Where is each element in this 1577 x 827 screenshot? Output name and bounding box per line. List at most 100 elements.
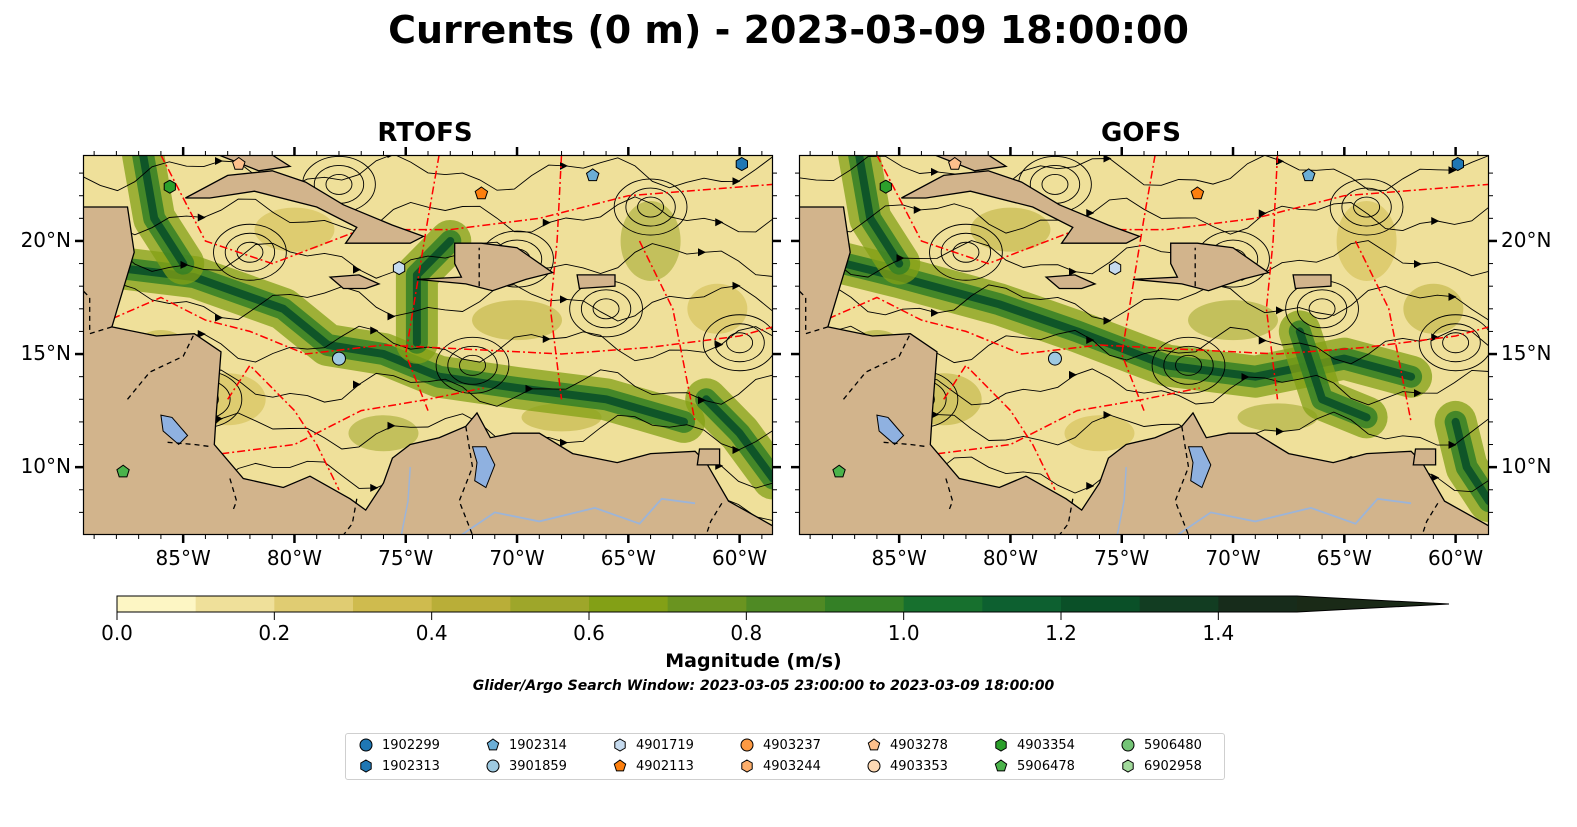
legend-item: 1902314	[485, 737, 567, 753]
float-marker	[232, 156, 246, 170]
legend-item: 4903237	[739, 737, 821, 753]
current-patch	[254, 207, 335, 252]
colorbar-segment	[1139, 596, 1219, 612]
country-border	[883, 441, 929, 448]
eddy-streamline	[1442, 332, 1470, 354]
colorbar-segment	[746, 596, 826, 612]
streamline-arrow	[1086, 335, 1095, 344]
legend-marker-icon	[613, 759, 627, 772]
land	[1044, 274, 1097, 290]
country-border	[126, 333, 195, 400]
lake	[160, 414, 189, 446]
colorbar-tick-label: 1.4	[1202, 621, 1235, 645]
streamline-arrow	[542, 218, 551, 227]
colorbar-tick-label: 1.0	[887, 621, 920, 645]
eddy-streamline	[613, 178, 688, 236]
legend-marker	[613, 759, 627, 772]
streamline-arrow	[215, 313, 223, 322]
colorbar-segment	[667, 596, 747, 612]
float-marker	[474, 186, 489, 200]
streamline-arrow	[1258, 336, 1267, 345]
lake	[1187, 446, 1212, 489]
float-marker	[331, 351, 346, 366]
streamline-arrow	[353, 265, 361, 274]
lon-tick-label: 75°W	[378, 546, 434, 570]
colorbar-extend-arrow	[1297, 596, 1449, 612]
eddy-streamline	[1163, 345, 1214, 385]
legend-item: 5906478	[993, 758, 1075, 774]
eddy-streamline	[625, 187, 676, 227]
legend-item: 3901859	[485, 758, 567, 774]
float-marker	[832, 464, 846, 478]
eez-boundary	[1120, 155, 1156, 411]
current-patch	[1403, 283, 1464, 334]
colorbar-segment	[431, 596, 511, 612]
legend-marker-icon	[360, 759, 372, 773]
eez-boundary	[205, 387, 484, 457]
map-layer	[83, 155, 773, 535]
colorbar-tick-label: 0.2	[258, 621, 291, 645]
legend-marker	[359, 738, 373, 752]
streamline-arrow	[1276, 306, 1284, 315]
eez-boundary	[943, 364, 1056, 491]
land	[576, 274, 616, 290]
legend-label: 4903237	[763, 737, 821, 753]
eddy-streamline	[1430, 323, 1481, 363]
eez-boundary	[921, 387, 1200, 457]
legend-marker-icon	[486, 738, 500, 751]
current-jet-core	[412, 237, 455, 347]
legend-label: 4903244	[763, 758, 821, 774]
streamline-arrow	[1241, 372, 1250, 381]
streamline	[83, 241, 773, 279]
streamline-arrow	[1258, 209, 1267, 218]
eddy-streamline	[213, 223, 287, 281]
float-marker	[1190, 186, 1205, 200]
streamline-arrow	[542, 334, 551, 343]
lat-tick-label: 15°N	[20, 341, 71, 366]
float-marker	[1047, 351, 1062, 366]
streamline-arrow	[1448, 440, 1457, 449]
current-jet-core	[139, 155, 188, 268]
land	[416, 242, 555, 292]
eddy-streamline	[435, 336, 510, 394]
eddy-streamline	[1175, 354, 1202, 376]
streamline-arrow	[1448, 166, 1457, 175]
legend-marker	[867, 738, 881, 751]
streamline-arrow	[1069, 370, 1077, 379]
legend-marker	[994, 759, 1008, 772]
colorbar-segment	[195, 596, 275, 612]
colorbar-segment	[510, 596, 590, 612]
colorbar-outline	[116, 595, 1450, 613]
eez-boundary	[404, 155, 440, 411]
eddy-streamline	[1329, 178, 1404, 236]
colorbar-segment	[982, 596, 1062, 612]
streamline-arrow	[1069, 267, 1077, 276]
legend-label: 4902113	[636, 758, 694, 774]
streamline-arrow	[715, 218, 724, 227]
lon-tick-label: 70°W	[1205, 546, 1261, 570]
current-patch	[1188, 300, 1279, 341]
eez-boundary	[1354, 240, 1412, 423]
country-border	[945, 478, 954, 513]
legend-label: 1902299	[382, 737, 440, 753]
lon-tick-label: 85°W	[871, 546, 927, 570]
legend-label: 1902313	[382, 758, 440, 774]
streamline-arrow	[1431, 473, 1440, 482]
lat-tick-label: 20°N	[1501, 227, 1552, 252]
streamline-arrow	[197, 330, 206, 339]
lon-tick-label: 60°W	[1427, 546, 1484, 570]
legend-marker-icon	[614, 738, 626, 752]
lat-tick-label: 10°N	[1501, 454, 1552, 479]
eddy-streamline	[726, 332, 754, 354]
colorbar-segment	[589, 596, 669, 612]
eez-boundary	[227, 364, 340, 491]
colorbar-segment	[1061, 596, 1141, 612]
streamline-arrow	[1414, 260, 1422, 269]
lon-tick-label: 75°W	[1094, 546, 1150, 570]
eddy-streamline	[637, 196, 665, 218]
colorbar-tick-label: 0.4	[415, 621, 448, 645]
colorbar-tick-label: 1.2	[1045, 621, 1077, 645]
streamline-arrow	[896, 254, 905, 263]
legend-marker-icon	[867, 738, 881, 751]
land	[1132, 242, 1271, 292]
